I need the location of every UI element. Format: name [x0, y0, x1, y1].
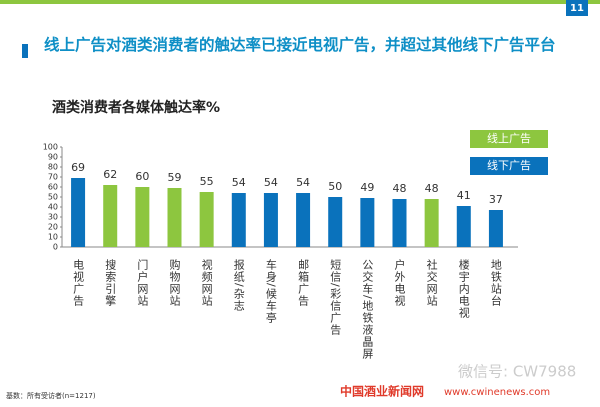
legend-swatch [470, 130, 548, 148]
x-tick-label: 短信/彩信广告 [329, 258, 342, 336]
x-tick-label: 门户网站 [136, 258, 149, 307]
footnote: 基数：所有受访者(n=1217) [6, 391, 96, 400]
bar [360, 198, 375, 247]
y-tick-label: 70 [48, 173, 58, 182]
watermark: 微信号: CW7988 [458, 363, 576, 381]
bar [263, 193, 278, 247]
data-label: 50 [328, 180, 342, 193]
legend-label: 线上广告 [487, 131, 531, 145]
data-label: 55 [200, 175, 214, 188]
data-label: 69 [71, 161, 85, 174]
y-tick-label: 50 [48, 193, 58, 202]
data-label: 54 [264, 176, 278, 189]
y-tick-label: 90 [48, 153, 58, 162]
watermark: 中国酒业新闻网 [340, 384, 424, 399]
x-tick-label: 购物网站 [168, 258, 181, 307]
data-label: 59 [168, 171, 182, 184]
x-tick-label: 搜索引擎 [104, 258, 117, 307]
y-tick-label: 80 [48, 163, 58, 172]
y-tick-label: 30 [48, 213, 58, 222]
top-band [0, 0, 600, 4]
title-marker [22, 44, 28, 58]
bar [488, 210, 503, 247]
x-tick-label: 报纸/杂志 [232, 258, 245, 312]
x-tick-label: 户外电视 [393, 258, 406, 307]
x-tick-label: 电视广告 [72, 259, 85, 307]
bar [424, 199, 439, 247]
data-label: 54 [232, 176, 246, 189]
bar [456, 206, 471, 247]
bar [296, 193, 311, 247]
y-tick-label: 20 [48, 223, 58, 232]
data-label: 60 [135, 170, 149, 183]
data-label: 48 [393, 182, 407, 195]
y-tick-label: 100 [43, 143, 58, 152]
data-label: 54 [296, 176, 310, 189]
x-tick-label: 地铁站台 [489, 259, 502, 307]
bar [167, 188, 182, 247]
bar [71, 178, 86, 247]
y-tick-label: 40 [48, 203, 58, 212]
bar [199, 192, 214, 247]
bar [103, 185, 118, 247]
page-number: 11 [570, 3, 584, 14]
chart-title: 线上广告对酒类消费者的触达率已接近电视广告，并超过其他线下广告平台 [44, 36, 556, 54]
data-label: 62 [103, 168, 117, 181]
legend-swatch [470, 157, 548, 175]
page-badge [566, 0, 588, 16]
title-box: 线上广告对酒类消费者的触达率已接近电视广告，并超过其他线下广告平台 [44, 36, 556, 54]
y-tick-label: 0 [53, 243, 58, 252]
x-tick-label: 邮箱广告 [297, 259, 310, 307]
x-tick-label: 楼宇内电视 [457, 258, 470, 319]
data-label: 48 [425, 182, 439, 195]
y-tick-label: 10 [48, 233, 58, 242]
x-tick-label: 视频网站 [200, 258, 213, 307]
x-tick-label: 公交车/地铁液晶屏 [361, 259, 374, 360]
bar [231, 193, 246, 247]
legend-label: 线下广告 [487, 158, 531, 172]
data-label: 49 [360, 181, 374, 194]
bar [328, 197, 343, 247]
y-tick-label: 60 [48, 183, 58, 192]
watermark: www.cwinenews.com [444, 387, 550, 398]
bar [135, 187, 150, 247]
data-label: 37 [489, 193, 503, 206]
x-tick-label: 车身/候车亭 [264, 258, 277, 324]
bar [392, 199, 407, 247]
x-tick-label: 社交网站 [425, 258, 438, 307]
data-label: 41 [457, 189, 471, 202]
chart-subtitle: 酒类消费者各媒体触达率% [52, 99, 220, 116]
